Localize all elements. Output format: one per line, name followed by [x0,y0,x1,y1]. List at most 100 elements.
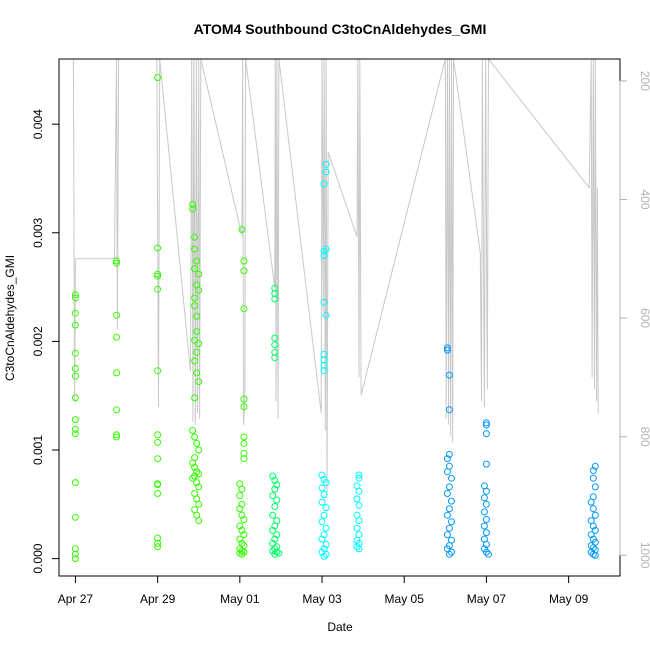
data-point [154,367,162,375]
data-point [238,511,246,519]
data-point [195,340,203,348]
data-point [238,226,246,233]
data-point [271,341,279,349]
data-point [448,548,455,556]
data-point [355,501,363,509]
data-point [589,474,597,482]
data-point [445,483,453,491]
data-point [591,483,599,491]
data-point [193,479,201,487]
data-point [236,492,244,500]
data-point [154,272,162,280]
data-point [320,356,328,364]
data-point [320,552,328,560]
data-point [320,367,328,375]
data-point [191,357,199,365]
data-point [236,522,244,530]
data-point [71,479,79,487]
data-point [445,371,453,379]
pressure-tick-label: 1000 [638,542,650,569]
data-point [271,348,279,356]
data-point [71,394,79,402]
data-point [318,535,326,543]
data-point [71,291,79,299]
data-point [318,484,326,492]
data-point [154,270,162,278]
data-point [191,394,199,402]
data-point [482,500,490,508]
data-point [271,535,279,543]
data-point [240,516,248,523]
data-point [271,503,279,510]
data-point [240,257,248,265]
data-point [322,160,330,168]
data-point [271,485,279,493]
data-point [271,334,279,342]
data-point [445,550,453,558]
data-point [240,449,248,457]
x-axis-label: Date [327,620,353,634]
data-point [193,312,201,320]
data-point [322,245,330,253]
pressure-tick-label: 200 [638,71,650,91]
data-point [320,531,328,539]
data-point [320,491,328,498]
data-point [480,508,488,516]
data-point [195,270,203,278]
data-point [443,531,451,539]
data-point [191,245,199,253]
data-point [355,474,363,482]
y-tick-label: 0.001 [31,435,45,465]
data-point [269,511,277,519]
data-point [189,459,197,467]
data-point [591,511,599,519]
data-point [154,534,162,542]
data-point [589,505,597,513]
data-point [320,511,328,519]
x-axis: Apr 27 Apr 29 May 01 May 03 May 05 May 07 May … [58,575,589,606]
data-point [238,526,246,534]
data-point [587,498,595,506]
data-point [275,549,283,557]
data-point [482,460,490,468]
data-point [193,348,201,356]
data-point [191,433,199,441]
data-point [355,517,363,525]
data-point [71,550,79,558]
data-point [443,455,451,463]
data-point [71,349,79,357]
data-point [482,541,490,548]
data-point [482,516,490,523]
data-point [191,294,199,302]
data-point [240,531,248,539]
data-point [353,524,361,532]
data-point [355,471,363,479]
data-point [154,74,162,81]
data-point [236,535,244,543]
data-point [195,286,203,294]
data-point [154,285,162,293]
data-point [269,492,277,500]
data-point [195,483,203,491]
data-point [443,468,451,476]
data-point [448,474,455,482]
data-point [271,354,279,362]
data-point [193,328,201,336]
y-axis: 0.000 0.001 0.002 0.003 0.004 [31,109,60,574]
data-point [269,526,277,534]
y-tick-label: 0.000 [31,543,45,573]
data-point [271,295,279,303]
data-point [154,481,162,489]
data-point [445,450,453,458]
data-point [113,333,120,341]
data-point [318,518,326,526]
data-point [269,472,277,480]
data-point [591,526,599,534]
data-point [320,247,328,255]
data-point [482,487,490,495]
data-point [113,257,120,265]
data-point [443,344,451,352]
data-point [193,257,201,265]
chart-title: ATOM4 Southbound C3toCnAldehydes_GMI [194,21,487,37]
